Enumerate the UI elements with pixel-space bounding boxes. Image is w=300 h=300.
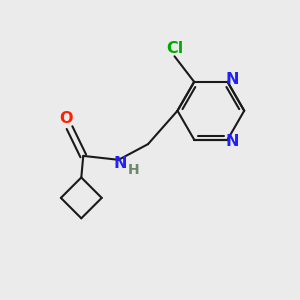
Text: N: N xyxy=(226,134,239,149)
Text: Cl: Cl xyxy=(166,41,183,56)
Text: N: N xyxy=(226,72,239,87)
Text: O: O xyxy=(59,111,72,126)
Text: N: N xyxy=(114,156,127,171)
Text: H: H xyxy=(128,163,139,177)
